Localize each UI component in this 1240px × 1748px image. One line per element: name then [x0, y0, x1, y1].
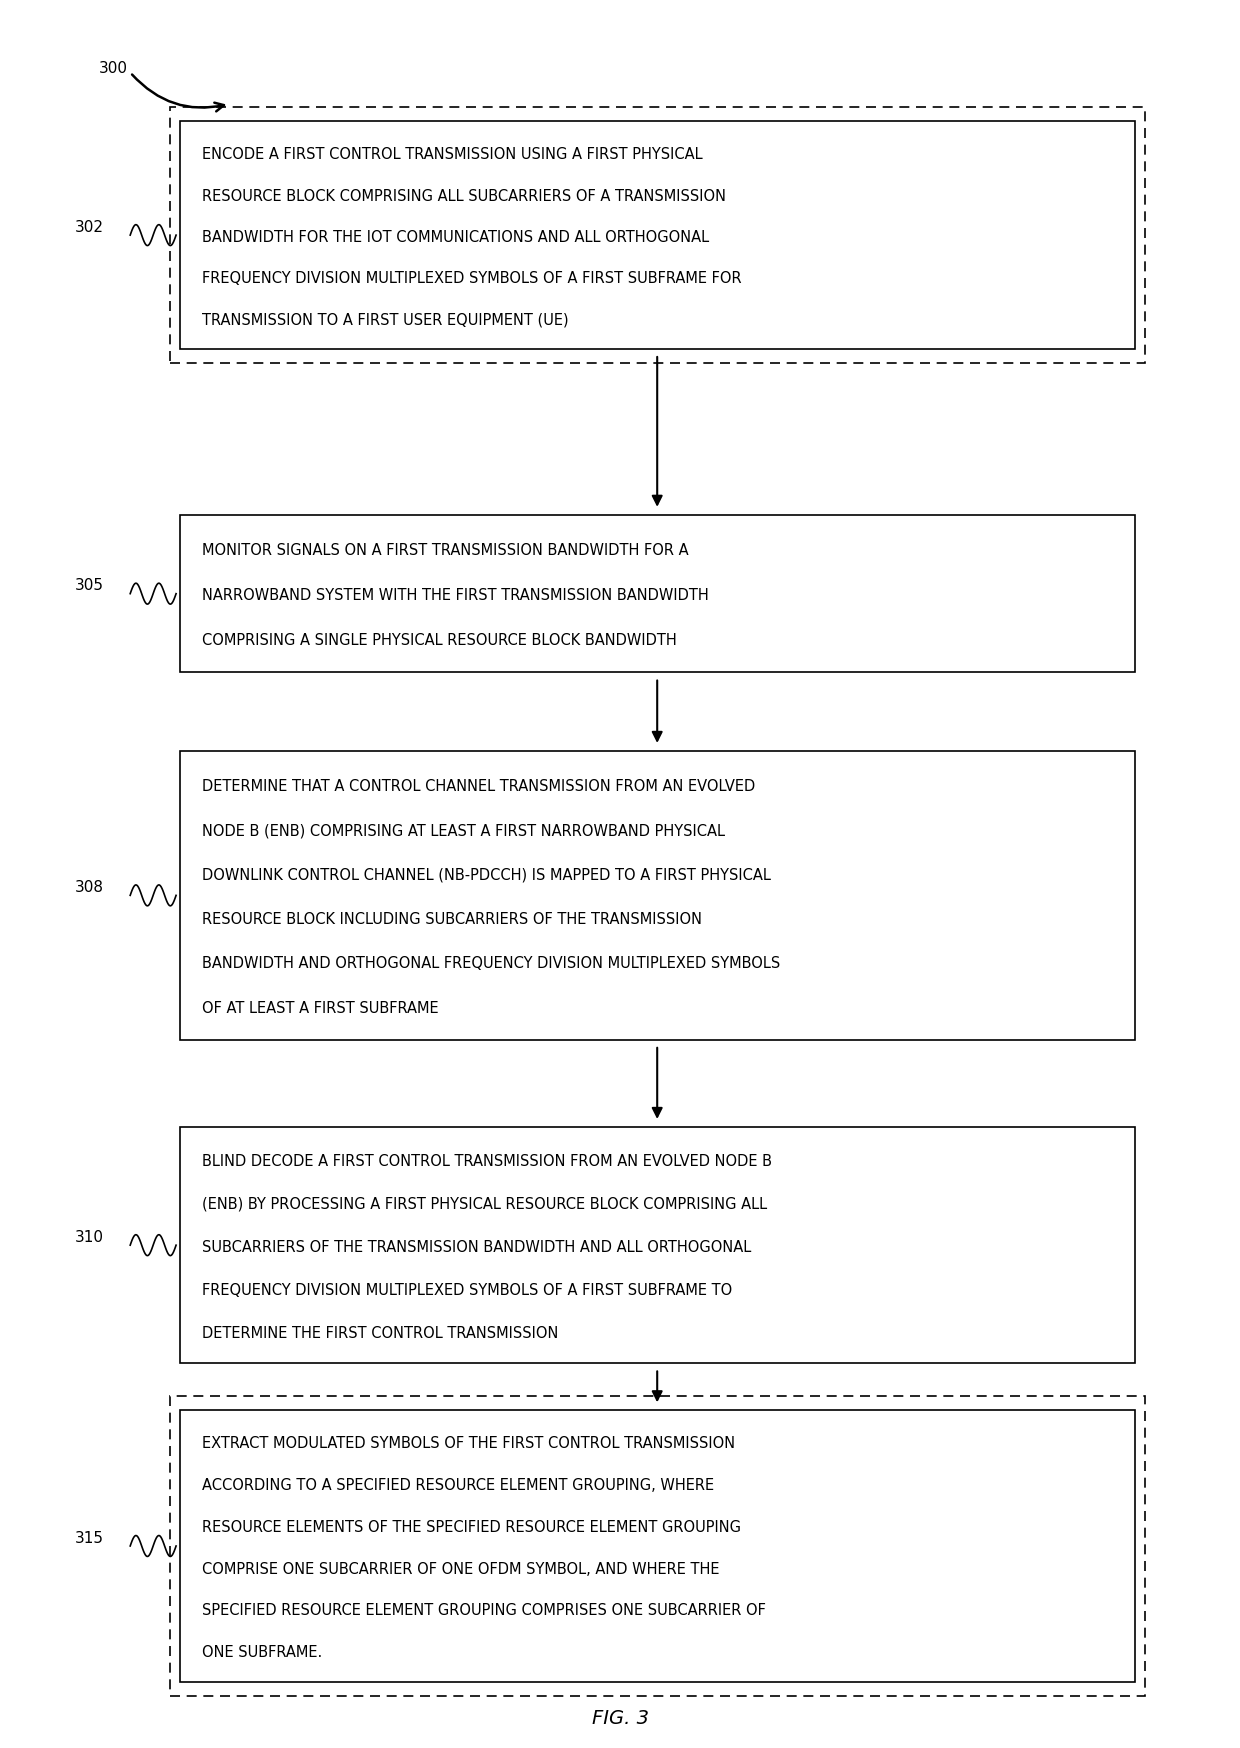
- Bar: [180, 1411, 1135, 1682]
- Text: 308: 308: [74, 879, 103, 895]
- Text: OF AT LEAST A FIRST SUBFRAME: OF AT LEAST A FIRST SUBFRAME: [202, 1000, 439, 1016]
- Text: (ENB) BY PROCESSING A FIRST PHYSICAL RESOURCE BLOCK COMPRISING ALL: (ENB) BY PROCESSING A FIRST PHYSICAL RES…: [202, 1196, 768, 1211]
- Text: RESOURCE BLOCK COMPRISING ALL SUBCARRIERS OF A TRANSMISSION: RESOURCE BLOCK COMPRISING ALL SUBCARRIER…: [202, 189, 727, 203]
- Text: FREQUENCY DIVISION MULTIPLEXED SYMBOLS OF A FIRST SUBFRAME FOR: FREQUENCY DIVISION MULTIPLEXED SYMBOLS O…: [202, 271, 742, 287]
- Text: ENCODE A FIRST CONTROL TRANSMISSION USING A FIRST PHYSICAL: ENCODE A FIRST CONTROL TRANSMISSION USIN…: [202, 147, 703, 163]
- Text: NODE B (ENB) COMPRISING AT LEAST A FIRST NARROWBAND PHYSICAL: NODE B (ENB) COMPRISING AT LEAST A FIRST…: [202, 823, 725, 837]
- Bar: [180, 1127, 1135, 1363]
- Bar: [170, 108, 1145, 364]
- Text: 305: 305: [74, 579, 103, 593]
- Text: COMPRISING A SINGLE PHYSICAL RESOURCE BLOCK BANDWIDTH: COMPRISING A SINGLE PHYSICAL RESOURCE BL…: [202, 633, 677, 647]
- Text: BANDWIDTH AND ORTHOGONAL FREQUENCY DIVISION MULTIPLEXED SYMBOLS: BANDWIDTH AND ORTHOGONAL FREQUENCY DIVIS…: [202, 956, 780, 970]
- Bar: [180, 516, 1135, 673]
- Text: BLIND DECODE A FIRST CONTROL TRANSMISSION FROM AN EVOLVED NODE B: BLIND DECODE A FIRST CONTROL TRANSMISSIO…: [202, 1154, 773, 1168]
- Text: NARROWBAND SYSTEM WITH THE FIRST TRANSMISSION BANDWIDTH: NARROWBAND SYSTEM WITH THE FIRST TRANSMI…: [202, 587, 709, 603]
- Text: MONITOR SIGNALS ON A FIRST TRANSMISSION BANDWIDTH FOR A: MONITOR SIGNALS ON A FIRST TRANSMISSION …: [202, 542, 688, 558]
- Text: RESOURCE BLOCK INCLUDING SUBCARRIERS OF THE TRANSMISSION: RESOURCE BLOCK INCLUDING SUBCARRIERS OF …: [202, 911, 702, 926]
- Text: FREQUENCY DIVISION MULTIPLEXED SYMBOLS OF A FIRST SUBFRAME TO: FREQUENCY DIVISION MULTIPLEXED SYMBOLS O…: [202, 1281, 733, 1297]
- Bar: [170, 1397, 1145, 1696]
- Text: FIG. 3: FIG. 3: [591, 1708, 649, 1727]
- Text: DOWNLINK CONTROL CHANNEL (NB-PDCCH) IS MAPPED TO A FIRST PHYSICAL: DOWNLINK CONTROL CHANNEL (NB-PDCCH) IS M…: [202, 867, 771, 883]
- Text: SPECIFIED RESOURCE ELEMENT GROUPING COMPRISES ONE SUBCARRIER OF: SPECIFIED RESOURCE ELEMENT GROUPING COMP…: [202, 1603, 766, 1617]
- Bar: [180, 752, 1135, 1040]
- Text: ONE SUBFRAME.: ONE SUBFRAME.: [202, 1645, 322, 1659]
- Text: EXTRACT MODULATED SYMBOLS OF THE FIRST CONTROL TRANSMISSION: EXTRACT MODULATED SYMBOLS OF THE FIRST C…: [202, 1435, 735, 1451]
- Text: 300: 300: [99, 61, 128, 77]
- Text: 302: 302: [74, 220, 103, 234]
- Text: SUBCARRIERS OF THE TRANSMISSION BANDWIDTH AND ALL ORTHOGONAL: SUBCARRIERS OF THE TRANSMISSION BANDWIDT…: [202, 1239, 751, 1253]
- Text: BANDWIDTH FOR THE IOT COMMUNICATIONS AND ALL ORTHOGONAL: BANDWIDTH FOR THE IOT COMMUNICATIONS AND…: [202, 229, 709, 245]
- Text: ACCORDING TO A SPECIFIED RESOURCE ELEMENT GROUPING, WHERE: ACCORDING TO A SPECIFIED RESOURCE ELEMEN…: [202, 1477, 714, 1493]
- Text: RESOURCE ELEMENTS OF THE SPECIFIED RESOURCE ELEMENT GROUPING: RESOURCE ELEMENTS OF THE SPECIFIED RESOU…: [202, 1519, 742, 1535]
- Text: 310: 310: [74, 1229, 103, 1245]
- Text: TRANSMISSION TO A FIRST USER EQUIPMENT (UE): TRANSMISSION TO A FIRST USER EQUIPMENT (…: [202, 313, 569, 327]
- Bar: [180, 122, 1135, 350]
- Text: 315: 315: [74, 1530, 103, 1545]
- Text: DETERMINE THAT A CONTROL CHANNEL TRANSMISSION FROM AN EVOLVED: DETERMINE THAT A CONTROL CHANNEL TRANSMI…: [202, 778, 755, 794]
- Text: DETERMINE THE FIRST CONTROL TRANSMISSION: DETERMINE THE FIRST CONTROL TRANSMISSION: [202, 1325, 558, 1339]
- Text: COMPRISE ONE SUBCARRIER OF ONE OFDM SYMBOL, AND WHERE THE: COMPRISE ONE SUBCARRIER OF ONE OFDM SYMB…: [202, 1561, 719, 1575]
